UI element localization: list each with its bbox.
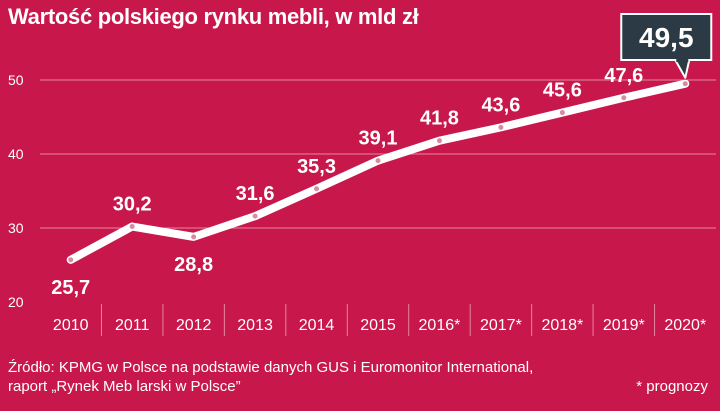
- data-point: [497, 123, 505, 131]
- data-label: 30,2: [113, 194, 152, 216]
- series-line: [66, 79, 690, 264]
- data-point: [558, 109, 566, 117]
- data-label: 31,6: [236, 183, 275, 205]
- data-point: [190, 233, 198, 241]
- data-point: [374, 157, 382, 165]
- data-point: [67, 256, 75, 264]
- y-tick-label: 20: [8, 294, 24, 310]
- data-point: [313, 185, 321, 193]
- data-label: 39,1: [359, 128, 398, 150]
- x-tick-label: 2010: [53, 317, 89, 334]
- data-point: [128, 223, 136, 231]
- x-tick-label: 2020*: [664, 317, 706, 334]
- x-tick-label: 2014: [299, 317, 335, 334]
- x-tick-label: 2011: [115, 317, 150, 334]
- data-point: [681, 80, 689, 88]
- series-line-path: [66, 79, 690, 264]
- data-point: [251, 212, 259, 220]
- x-axis: 2010 2011 2012 2013 2014 2015 2016* 2017* 2018* 2…: [53, 304, 706, 336]
- x-tick-label: 2019*: [603, 317, 645, 334]
- data-label: 47,6: [604, 65, 643, 87]
- data-points: [67, 80, 689, 264]
- x-tick-label: 2015: [360, 317, 396, 334]
- x-tick-label: 2017*: [480, 317, 522, 334]
- data-point: [620, 94, 628, 102]
- forecast-note: * prognozy: [636, 378, 708, 395]
- x-tick-label: 2012: [176, 317, 212, 334]
- x-tick-label: 2016*: [419, 317, 461, 334]
- data-labels: 25,7 30,2 28,8 31,6 35,3 39,1 41,8 43,6 45,6 47,6: [51, 65, 643, 299]
- data-label: 41,8: [420, 108, 459, 130]
- y-tick-label: 30: [8, 220, 24, 236]
- source-line-1: Źródło: KPMG w Polsce na podstawie danyc…: [8, 359, 534, 376]
- data-label: 43,6: [481, 94, 520, 116]
- highlight-callout: 49,5: [620, 13, 713, 79]
- y-tick-label: 50: [8, 72, 24, 88]
- data-label: 28,8: [174, 254, 213, 276]
- y-tick-label: 40: [8, 146, 24, 162]
- data-label: 35,3: [297, 156, 336, 178]
- data-label: 45,6: [543, 80, 582, 102]
- callout-value: 49,5: [639, 22, 694, 53]
- callout-box: [620, 13, 713, 61]
- x-tick-label: 2013: [237, 317, 273, 334]
- chart-title: Wartość polskiego rynku mebli, w mld zł: [8, 4, 419, 29]
- data-label: 25,7: [51, 277, 90, 299]
- callout-pointer-joint: [676, 57, 689, 62]
- source-line-2: raport „Rynek Meb larski w Polsce”: [8, 378, 241, 395]
- source-note: Źródło: KPMG w Polsce na podstawie danyc…: [8, 358, 533, 396]
- x-tick-label: 2018*: [541, 317, 583, 334]
- callout-pointer: [674, 59, 691, 79]
- data-point: [435, 137, 443, 145]
- y-axis-ticks: 20 30 40 50: [8, 72, 24, 310]
